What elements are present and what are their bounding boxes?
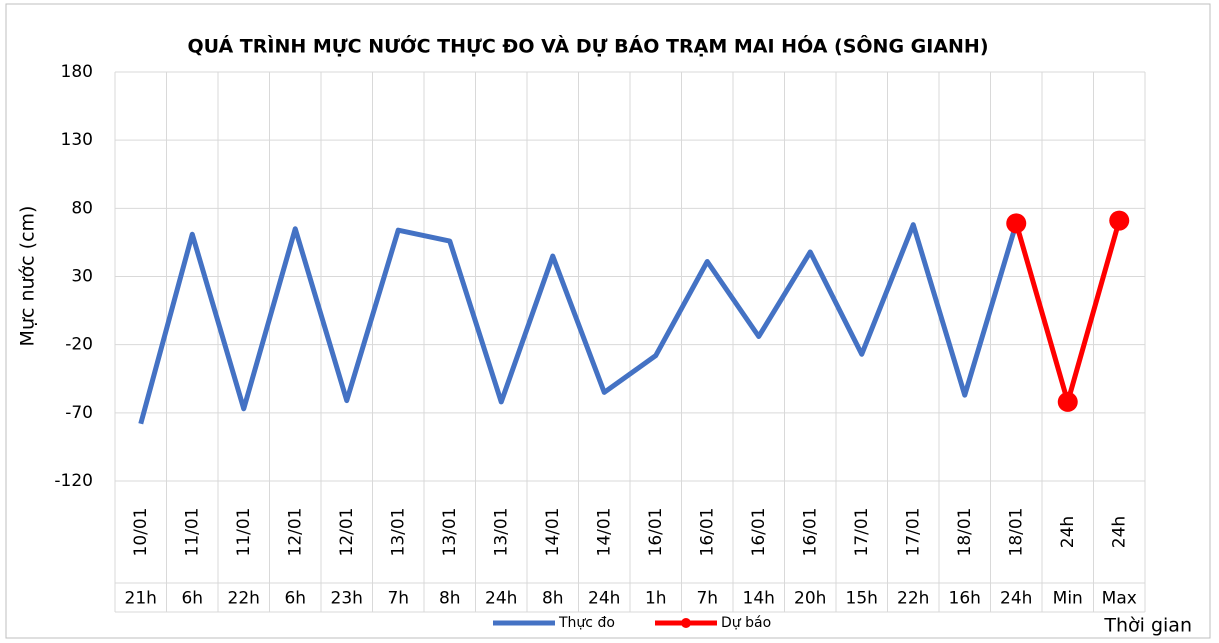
- x-tick-label: 16/01: [749, 508, 769, 557]
- x-tick-sublabel: 6h: [284, 589, 306, 609]
- series-marker: [1109, 210, 1130, 231]
- x-tick-label: 13/01: [491, 508, 511, 557]
- x-tick-label: 24h: [1058, 516, 1078, 548]
- x-tick-sublabel: Max: [1102, 589, 1137, 609]
- y-tick-label: -120: [54, 471, 93, 491]
- legend-label: Dự báo: [721, 615, 771, 631]
- x-tick-label: 18/01: [955, 508, 975, 557]
- chart-border: [5, 3, 1211, 639]
- series-marker: [1057, 391, 1078, 412]
- y-tick-label: 130: [61, 130, 93, 150]
- series-line: [1013, 219, 1122, 405]
- x-tick-sublabel: 21h: [125, 589, 157, 609]
- x-tick-label: 17/01: [903, 508, 923, 557]
- x-tick-label: 13/01: [388, 508, 408, 557]
- legend-label: Thực đo: [558, 615, 615, 631]
- legend-marker: [681, 618, 691, 628]
- y-tick-label: -70: [65, 403, 93, 423]
- x-tick-sublabel: 7h: [387, 589, 409, 609]
- y-tick-label: 80: [71, 198, 93, 218]
- x-tick-label: 16/01: [800, 508, 820, 557]
- x-tick-sublabel: 1h: [645, 589, 667, 609]
- x-tick-sublabel: 7h: [696, 589, 718, 609]
- x-tick-sublabel: 20h: [794, 589, 826, 609]
- x-tick-label: 16/01: [697, 508, 717, 557]
- x-tick-label: 18/01: [1006, 508, 1026, 557]
- x-tick-sublabel: 24h: [485, 589, 517, 609]
- x-tick-sublabel: 8h: [542, 589, 564, 609]
- y-tick-label: 30: [71, 267, 93, 287]
- x-tick-sublabel: 22h: [897, 589, 929, 609]
- x-tick-label: 12/01: [285, 508, 305, 557]
- x-tick-label: 16/01: [646, 508, 666, 557]
- x-tick-sublabel: Min: [1053, 589, 1083, 609]
- x-tick-sublabel: 24h: [1000, 589, 1032, 609]
- series-marker: [1006, 213, 1027, 234]
- x-tick-sublabel: 24h: [588, 589, 620, 609]
- x-tick-sublabel: 14h: [743, 589, 775, 609]
- y-axis-label: Mực nước (cm): [17, 206, 39, 347]
- series-line: [138, 222, 1019, 425]
- x-tick-sublabel: 22h: [228, 589, 260, 609]
- y-tick-label: 180: [61, 62, 93, 82]
- x-tick-label: 11/01: [182, 508, 202, 557]
- x-tick-label: 11/01: [234, 508, 254, 557]
- x-tick-label: 10/01: [131, 508, 151, 557]
- x-tick-sublabel: 16h: [949, 589, 981, 609]
- x-tick-label: 14/01: [594, 508, 614, 557]
- y-tick-label: -20: [65, 335, 93, 355]
- x-tick-sublabel: 8h: [439, 589, 461, 609]
- x-tick-label: 14/01: [543, 508, 563, 557]
- x-tick-label: 13/01: [440, 508, 460, 557]
- x-axis-label: Thời gian: [1103, 615, 1192, 637]
- x-tick-label: 24h: [1109, 516, 1129, 548]
- x-tick-sublabel: 23h: [331, 589, 363, 609]
- x-tick-label: 12/01: [337, 508, 357, 557]
- x-tick-sublabel: 15h: [846, 589, 878, 609]
- x-tick-sublabel: 6h: [181, 589, 203, 609]
- chart-title: QUÁ TRÌNH MỰC NƯỚC THỰC ĐO VÀ DỰ BÁO TRẠ…: [187, 34, 988, 58]
- x-tick-label: 17/01: [852, 508, 872, 557]
